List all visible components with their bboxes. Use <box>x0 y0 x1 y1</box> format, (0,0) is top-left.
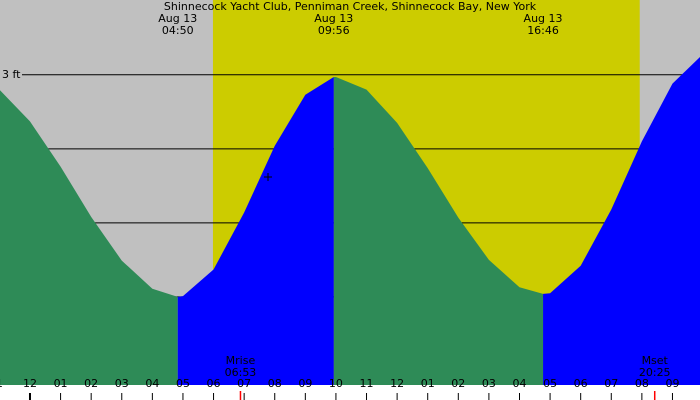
tide-area <box>333 77 544 385</box>
x-tick-label: 06 <box>207 377 221 390</box>
x-tick-label: 08 <box>635 377 649 390</box>
x-tick-label: 04 <box>512 377 526 390</box>
moon-event-name: Mset <box>642 354 669 367</box>
extreme-date: Aug 13 <box>158 12 197 25</box>
extreme-time: 09:56 <box>318 24 350 37</box>
x-tick-label: 06 <box>574 377 588 390</box>
moon-event-time: 20:25 <box>639 366 671 379</box>
x-tick-label: 01 <box>54 377 68 390</box>
x-tick-label: 04 <box>145 377 159 390</box>
tide-area <box>543 57 700 385</box>
current-marker <box>264 172 273 181</box>
x-tick-label: 01 <box>421 377 435 390</box>
x-tick-label: 11 <box>360 377 374 390</box>
tide-area <box>0 90 178 385</box>
x-tick-label: 12 <box>23 377 37 390</box>
x-tick-label: 07 <box>237 377 251 390</box>
y-tick-label: 3 ft <box>2 68 21 81</box>
x-tick-label: 05 <box>543 377 557 390</box>
x-tick-label: 03 <box>482 377 496 390</box>
moon-event-time: 06:53 <box>225 366 257 379</box>
x-tick-label: 05 <box>176 377 190 390</box>
x-tick-label: 10 <box>329 377 343 390</box>
x-tick-label: 09 <box>298 377 312 390</box>
extreme-time: 04:50 <box>162 24 194 37</box>
x-tick-label: 02 <box>451 377 465 390</box>
x-tick-label: 02 <box>84 377 98 390</box>
x-tick-label: 12 <box>390 377 404 390</box>
x-tick-label: 09 <box>665 377 679 390</box>
x-tick-label: 07 <box>604 377 618 390</box>
tide-area <box>177 77 334 385</box>
moon-event-name: Mrise <box>226 354 256 367</box>
x-axis-strip <box>0 385 700 400</box>
x-tick-label: 1 <box>0 377 3 390</box>
chart-title: Shinnecock Yacht Club, Penniman Creek, S… <box>164 0 537 13</box>
x-tick-label: 08 <box>268 377 282 390</box>
extreme-time: 16:46 <box>527 24 559 37</box>
extreme-date: Aug 13 <box>524 12 563 25</box>
x-tick-label: 03 <box>115 377 129 390</box>
extreme-date: Aug 13 <box>314 12 353 25</box>
